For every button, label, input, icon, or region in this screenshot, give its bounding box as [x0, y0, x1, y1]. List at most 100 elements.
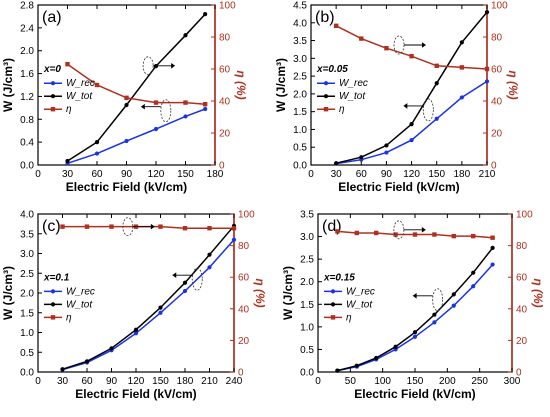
- data-point-tot: [490, 245, 495, 250]
- x-tick-label: 0: [308, 169, 314, 180]
- y-right-tick-label: 60: [491, 65, 503, 76]
- legend-composition: x=0: [43, 64, 61, 75]
- x-tick-label: 250: [471, 376, 488, 387]
- data-point-eta: [65, 62, 70, 67]
- y-left-tick-label: 0.4: [20, 138, 34, 149]
- data-point-tot: [50, 94, 56, 99]
- data-point-tot: [484, 10, 490, 15]
- y-left-tick-label: 2.0: [20, 289, 34, 300]
- series-rec: [335, 262, 495, 373]
- series-line-eta: [67, 63, 206, 105]
- y-right-axis-title: η (%): [234, 70, 248, 99]
- legend-label-eta: η: [346, 312, 352, 323]
- data-point-eta: [202, 102, 208, 107]
- y-left-tick-label: 4.0: [293, 18, 307, 29]
- data-point-tot: [409, 122, 414, 127]
- y-left-tick-label: 2.8: [20, 1, 34, 12]
- data-point-eta: [323, 107, 329, 112]
- data-point-tot: [50, 302, 56, 307]
- x-axis-title: Electric Field (kV/cm): [354, 387, 475, 401]
- data-point-tot: [158, 305, 163, 310]
- series-tot: [60, 223, 237, 372]
- data-point-rec: [432, 320, 437, 325]
- data-point-tot: [133, 327, 139, 332]
- annotation-ellipse: [422, 98, 434, 122]
- data-point-tot: [124, 102, 129, 108]
- y-left-tick-label: 2.4: [20, 23, 34, 34]
- x-tick-label: 180: [207, 169, 224, 180]
- data-point-eta: [393, 232, 398, 237]
- data-point-rec: [182, 288, 188, 294]
- series-eta: [333, 23, 490, 72]
- data-point-tot: [109, 346, 114, 351]
- y-left-axis-title: W (J/cm³): [274, 58, 288, 112]
- series-eta: [65, 62, 208, 107]
- series-tot: [65, 12, 208, 164]
- data-point-rec: [50, 81, 56, 86]
- series-rec: [65, 106, 208, 166]
- data-point-tot: [183, 33, 188, 38]
- data-point-tot: [60, 367, 65, 372]
- x-tick-label: 300: [504, 376, 521, 387]
- legend-label-rec: W_rec: [66, 286, 95, 297]
- x-axis-title: Electric Field (kV/cm): [75, 387, 196, 401]
- data-point-rec: [412, 334, 418, 339]
- data-point-rec: [158, 310, 163, 315]
- data-point-rec: [207, 265, 212, 270]
- arrow-head: [421, 227, 426, 233]
- data-point-tot: [459, 40, 464, 45]
- data-point-tot: [182, 280, 188, 285]
- legend-label-rec: W_rec: [339, 78, 368, 89]
- arrow-head: [150, 223, 155, 230]
- data-point-rec: [153, 126, 159, 132]
- annotation-arrows: [393, 220, 444, 312]
- arrow-head: [171, 63, 176, 69]
- x-tick-label: 120: [128, 376, 145, 387]
- series-eta: [60, 224, 237, 231]
- y-right-tick-label: 40: [491, 97, 503, 108]
- x-tick-label: 120: [403, 169, 420, 180]
- series-eta: [335, 229, 495, 240]
- data-point-tot: [412, 330, 418, 335]
- annotation-arrows: [140, 56, 176, 123]
- y-left-tick-label: 0.0: [20, 368, 34, 379]
- data-point-eta: [84, 224, 90, 229]
- y-left-tick-label: 1.6: [20, 69, 34, 80]
- y-left-axis-title: W (J/cm³): [1, 58, 15, 112]
- y-right-tick-label: 80: [491, 33, 503, 44]
- data-point-rec: [434, 116, 439, 121]
- y-left-tick-label: 3.0: [293, 54, 307, 65]
- series-line-rec: [67, 108, 206, 165]
- y-left-tick-label: 0.0: [20, 161, 34, 172]
- arrow-head: [172, 272, 177, 278]
- y-left-tick-label: 1.2: [20, 92, 34, 103]
- data-point-rec: [330, 289, 336, 294]
- x-tick-label: 200: [439, 376, 456, 387]
- data-point-eta: [60, 224, 65, 229]
- y-left-tick-label: 1.5: [300, 300, 314, 311]
- y-right-axis-title: η (%): [531, 278, 545, 307]
- x-tick-label: 60: [81, 376, 93, 387]
- data-point-rec: [124, 138, 129, 144]
- x-tick-label: 50: [345, 376, 357, 387]
- data-point-eta: [183, 100, 188, 105]
- y-right-tick-label: 100: [516, 210, 533, 221]
- data-point-eta: [153, 100, 159, 105]
- panel-b: 0 30 60 90 120 150 180 210 0.0 0.5 1.0 1.5 2.0 2.5 3.0…: [274, 1, 520, 195]
- data-point-rec: [459, 95, 464, 100]
- y-left-tick-label: 1.5: [20, 308, 34, 319]
- annotation-arrows: [393, 35, 434, 122]
- data-point-rec: [133, 331, 139, 336]
- data-point-rec: [203, 106, 208, 112]
- x-tick-label: 180: [177, 376, 194, 387]
- data-point-rec: [231, 237, 237, 242]
- series-tot: [334, 10, 490, 166]
- annotation-arrows: [122, 217, 203, 291]
- data-point-eta: [94, 82, 100, 88]
- data-point-rec: [323, 81, 329, 86]
- data-point-tot: [203, 12, 208, 17]
- data-point-rec: [484, 79, 490, 84]
- x-tick-label: 90: [381, 169, 393, 180]
- panel-c: 0 30 60 90 120 150 180 210 240 0.0 0.5 1.0 1.5 2.0 2.5…: [1, 210, 267, 402]
- x-tick-label: 0: [315, 376, 321, 387]
